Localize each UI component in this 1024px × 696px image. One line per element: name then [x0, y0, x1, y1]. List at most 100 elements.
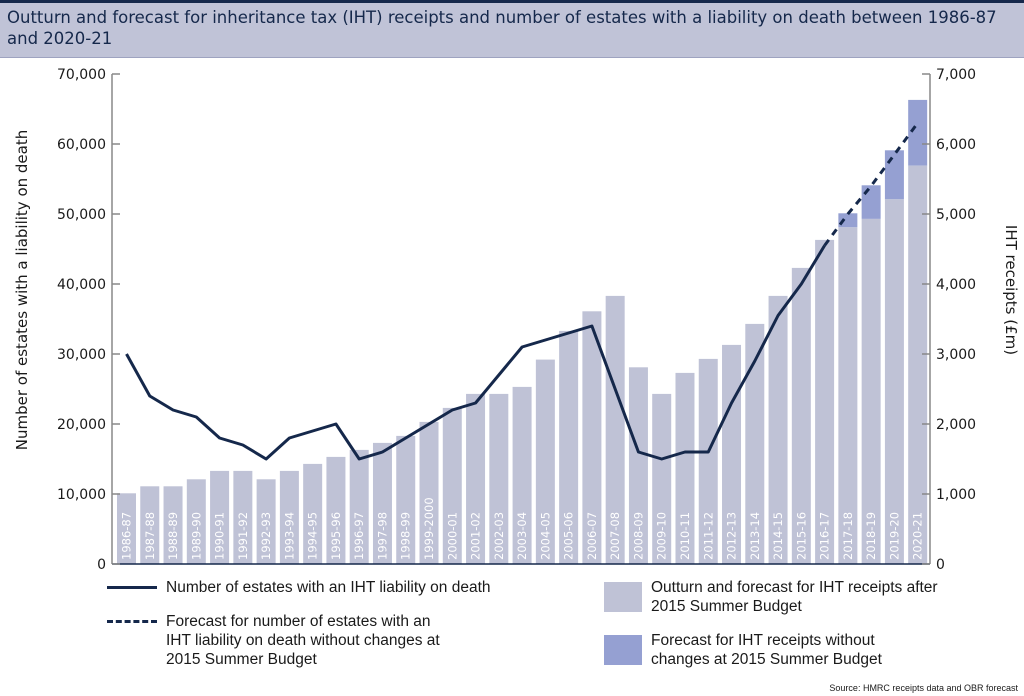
category-label: 2016-17: [818, 512, 832, 560]
category-label: 1997-98: [375, 512, 389, 560]
category-label: 1988-89: [166, 512, 180, 560]
y2-tick-label: 4,000: [936, 277, 976, 293]
category-label: 1989-90: [189, 512, 203, 560]
receipts-bar: [419, 421, 439, 564]
legend-label-receipts: Outturn and forecast for IHT receipts af…: [651, 579, 938, 615]
category-label: 1995-96: [329, 512, 343, 560]
receipts-bar: [163, 486, 183, 564]
title-band: [0, 0, 1024, 58]
receipts-bar: [210, 470, 230, 564]
category-label: 2019-20: [887, 512, 901, 560]
category-label: 1999-2000: [422, 497, 436, 560]
receipts-bar: [117, 493, 136, 564]
chart-title: Outturn and forecast for inheritance tax…: [7, 8, 997, 48]
category-label: 2001-02: [469, 512, 483, 560]
receipts-bar: [489, 393, 509, 564]
receipts-bar: [140, 486, 160, 564]
category-label: 1990-91: [213, 512, 227, 560]
y-tick-label: 0: [97, 557, 106, 573]
category-label: 2013-14: [748, 512, 762, 560]
receipts-bar: [512, 386, 532, 564]
receipts-bar: [396, 435, 416, 564]
receipts-bar: [559, 330, 579, 564]
receipts-bar: [815, 239, 835, 564]
forecast-receipts-bar: [908, 99, 928, 166]
category-label: 2010-11: [678, 512, 692, 560]
receipts-bar: [745, 323, 765, 564]
category-label: 1991-92: [236, 512, 250, 560]
forecast-receipts-bar: [838, 213, 858, 228]
category-label: 1996-97: [352, 512, 366, 560]
receipts-bar: [791, 267, 811, 564]
category-label: 1992-93: [259, 512, 273, 560]
legend-swatch-forecast-receipts: [604, 635, 642, 665]
forecast-receipts-bar: [861, 185, 881, 219]
y2-tick-label: 7,000: [936, 67, 976, 83]
category-label: 2017-18: [841, 512, 855, 560]
forecast-estates-line: [823, 122, 919, 247]
receipts-bar: [256, 479, 276, 564]
receipts-bar: [861, 218, 881, 564]
estates-line: [125, 244, 826, 461]
legend-swatch-dashed: [107, 620, 157, 623]
legend-swatch-line: [107, 586, 157, 589]
receipts-bar: [675, 372, 695, 564]
category-label: 1994-95: [306, 512, 320, 560]
category-label: 2015-16: [794, 512, 808, 560]
y2-tick-label: 1,000: [936, 487, 976, 503]
receipts-bar: [535, 359, 555, 564]
y2-tick-label: 3,000: [936, 347, 976, 363]
category-label: 2020-21: [911, 512, 925, 560]
category-label: 2014-15: [771, 512, 785, 560]
receipts-bar: [698, 358, 718, 564]
receipts-bar: [908, 165, 928, 564]
source-note: Source: HMRC receipts data and OBR forec…: [829, 683, 1018, 693]
legend-label-dashed: Forecast for number of estates with an I…: [166, 613, 440, 668]
category-label: 2006-07: [585, 512, 599, 560]
receipts-bar: [884, 199, 904, 565]
receipts-bar: [233, 470, 253, 564]
category-label: 2009-10: [655, 512, 669, 560]
y-tick-label: 40,000: [57, 277, 106, 293]
receipts-bar: [372, 442, 392, 564]
receipts-bar: [186, 479, 206, 564]
y2-tick-label: 2,000: [936, 417, 976, 433]
category-label: 2018-19: [864, 512, 878, 560]
category-label: 2012-13: [725, 512, 739, 560]
y-tick-label: 10,000: [57, 487, 106, 503]
category-label: 2011-12: [701, 512, 715, 560]
y-tick-label: 60,000: [57, 137, 106, 153]
y2-tick-label: 0: [936, 557, 945, 573]
y2-axis-label: IHT receipts (£m): [1002, 225, 1020, 355]
receipts-bar: [279, 470, 299, 564]
receipts-bar: [442, 407, 462, 564]
category-label: 2002-03: [492, 512, 506, 560]
receipts-bar: [628, 367, 648, 564]
category-label: 1993-94: [282, 512, 296, 560]
receipts-bar: [582, 311, 602, 564]
receipts-bar: [605, 295, 625, 564]
receipts-bar: [838, 227, 858, 565]
category-label: 1986-87: [120, 512, 134, 560]
y2-tick-label: 6,000: [936, 137, 976, 153]
category-label: 1998-99: [399, 512, 413, 560]
receipts-bar: [349, 449, 369, 564]
category-label: 2003-04: [515, 512, 529, 560]
receipts-bar: [466, 393, 486, 564]
legend-label-forecast-receipts: Forecast for IHT receipts without change…: [651, 632, 882, 668]
receipts-bar: [768, 295, 788, 564]
y-tick-label: 70,000: [57, 67, 106, 83]
y2-tick-label: 5,000: [936, 207, 976, 223]
category-label: 2004-05: [538, 512, 552, 560]
category-label: 2005-06: [562, 512, 576, 560]
y-tick-label: 50,000: [57, 207, 106, 223]
y-tick-label: 30,000: [57, 347, 106, 363]
receipts-bar: [326, 456, 346, 564]
receipts-bar: [722, 344, 742, 564]
category-label: 2007-08: [608, 512, 622, 560]
y-tick-label: 20,000: [57, 417, 106, 433]
category-label: 1987-88: [143, 512, 157, 560]
receipts-bar: [652, 393, 672, 564]
receipts-bar: [303, 463, 323, 564]
